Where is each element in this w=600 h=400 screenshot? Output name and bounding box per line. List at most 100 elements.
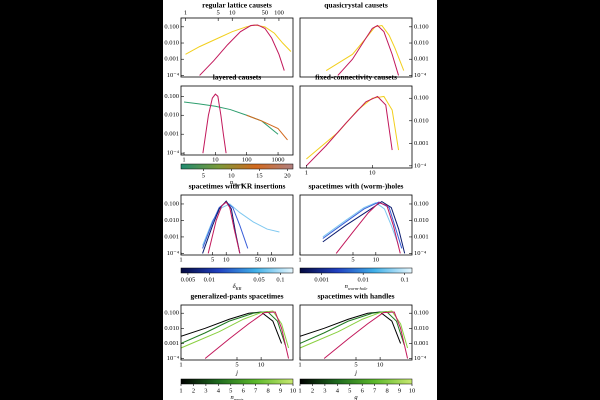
colorbar-label-subscript: worm-hole (348, 286, 368, 291)
colorbar-tick-label: 9 (279, 387, 282, 394)
plot-frame (299, 194, 413, 256)
series-line (207, 201, 241, 254)
colorbar-label-subscript: layers (233, 182, 244, 187)
series-line (202, 200, 241, 254)
series-line (306, 95, 393, 167)
colorbar-tick-label: 6 (242, 387, 246, 394)
colorbar-tick-label: 10 (290, 387, 297, 394)
x-tick-label: 10 (369, 169, 376, 176)
panel-title: generalized-pants spacetimes (190, 292, 283, 301)
colorbar-tick-label: 20 (284, 172, 291, 179)
colorbar-tick-label: 0.1 (276, 276, 284, 283)
colorbar-tick-label: 0.005 (181, 276, 196, 283)
x-tick-label: 10 (373, 256, 380, 263)
plot-frame (180, 17, 294, 78)
x-tick-label: 100 (274, 9, 284, 16)
colorbar-tick-label: 0.05 (253, 276, 264, 283)
series-line (246, 114, 288, 141)
colorbar (180, 267, 294, 274)
colorbar-label-symbol: n (230, 179, 233, 186)
x-tick-label: 1 (184, 9, 187, 16)
y-tick-label: 0.100 (414, 23, 429, 30)
plot-frame (180, 85, 294, 156)
colorbar-tick-label: 1 (179, 387, 182, 394)
y-tick-label: 0.010 (164, 217, 179, 224)
series-line (202, 93, 227, 154)
panel-title: regular lattice causets (202, 1, 272, 10)
colorbar-tick-label: 5 (229, 387, 232, 394)
x-tick-label: 10 (223, 256, 230, 263)
panel-title: spacetimes with KR insertions (189, 182, 286, 191)
colorbar-label-symbol: n (345, 283, 348, 290)
series-line (300, 311, 402, 344)
x-tick-label: 1 (298, 256, 301, 263)
y-tick-label: 0.100 (414, 95, 429, 102)
y-tick-label: 0.010 (414, 325, 429, 332)
y-tick-label: 10⁻⁴ (167, 72, 180, 79)
colorbar-tick-label: 9 (398, 387, 401, 394)
colorbar-label-subscript: KR (235, 286, 242, 291)
y-tick-label: 0.001 (414, 56, 429, 63)
series-line (199, 24, 285, 76)
y-tick-label: 0.001 (414, 340, 429, 347)
series-line (322, 201, 403, 249)
colorbar-tick-label: 4 (336, 387, 340, 394)
colorbar-tick-label: 4 (217, 387, 221, 394)
x-tick-label: 5 (211, 256, 214, 263)
x-tick-label: 1 (305, 169, 308, 176)
y-tick-label: 0.001 (414, 233, 429, 240)
y-tick-label: 0.100 (164, 23, 179, 30)
panel-title: spacetimes with (worm-)holes (309, 182, 404, 191)
colorbar-tick-label: 0.01 (204, 276, 215, 283)
colorbar-tick-label: 2 (192, 387, 195, 394)
y-tick-label: 10⁻⁴ (167, 355, 180, 362)
y-tick-label: 10⁻⁴ (167, 150, 180, 157)
series-line (322, 202, 400, 246)
series-line (335, 202, 401, 254)
y-tick-label: 0.010 (164, 40, 179, 47)
x-tick-label: 100 (267, 256, 277, 263)
panel-title: quasicrystal causets (324, 1, 388, 10)
y-tick-label: 0.001 (414, 140, 429, 147)
colorbar-label-symbol: g (354, 394, 358, 400)
x-tick-label: 10 (377, 361, 384, 368)
x-tick-label: 10 (229, 9, 236, 16)
colorbar-tick-label: 10 (409, 387, 416, 394)
x-tick-label: 10 (258, 361, 265, 368)
x-tick-label: 5 (217, 9, 220, 16)
colorbar-tick-label: 7 (373, 387, 377, 394)
plot-frame (180, 194, 294, 256)
colorbar-label: δKR (233, 283, 242, 291)
y-tick-label: 10⁻⁴ (414, 162, 427, 169)
x-tick-label: 100 (242, 156, 252, 163)
y-tick-label: 10⁻⁴ (167, 250, 180, 257)
series-line (322, 200, 406, 254)
x-axis-label: j (354, 369, 357, 376)
colorbar (299, 267, 413, 274)
panel-title: layered causets (213, 73, 261, 82)
colorbar-label-symbol: δ (233, 283, 237, 290)
y-tick-label: 0.001 (164, 340, 179, 347)
x-tick-label: 50 (262, 9, 269, 16)
x-tick-label: 1 (179, 256, 182, 263)
y-tick-label: 10⁻⁴ (414, 72, 427, 79)
colorbar-tick-label: 1 (298, 387, 301, 394)
colorbar (299, 378, 413, 385)
colorbar-tick-label: 15 (256, 172, 263, 179)
x-tick-label: 5 (351, 256, 354, 263)
y-tick-label: 0.010 (414, 217, 429, 224)
panel-title: fixed-connectivity causets (315, 73, 397, 82)
y-tick-label: 0.100 (164, 200, 179, 207)
x-tick-label: 1 (179, 361, 182, 368)
y-tick-label: 0.100 (414, 310, 429, 317)
colorbar-tick-label: 0.001 (314, 276, 329, 283)
colorbar-tick-label: 2 (311, 387, 314, 394)
series-line (323, 311, 409, 359)
series-line (181, 311, 283, 344)
colorbar-label: g (354, 394, 358, 400)
colorbar-label: nlayers (230, 179, 244, 187)
series-line (204, 311, 290, 359)
series-line (337, 24, 400, 76)
y-tick-label: 0.100 (414, 200, 429, 207)
